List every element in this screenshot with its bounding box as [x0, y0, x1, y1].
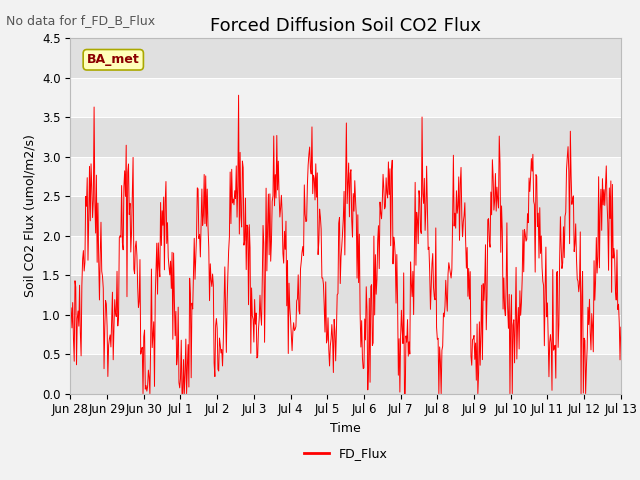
Bar	[70, 315, 621, 354]
Bar	[70, 157, 621, 196]
Text: BA_met: BA_met	[87, 53, 140, 66]
Title: Forced Diffusion Soil CO2 Flux: Forced Diffusion Soil CO2 Flux	[210, 17, 481, 36]
Bar	[70, 196, 621, 236]
Bar	[70, 38, 621, 78]
Bar	[70, 117, 621, 157]
X-axis label: Time: Time	[330, 422, 361, 435]
Bar	[70, 354, 621, 394]
Text: No data for f_FD_B_Flux: No data for f_FD_B_Flux	[6, 14, 156, 27]
Bar	[70, 275, 621, 315]
Y-axis label: Soil CO2 Flux (umol/m2/s): Soil CO2 Flux (umol/m2/s)	[24, 134, 36, 298]
Legend: FD_Flux: FD_Flux	[299, 443, 392, 466]
Bar	[70, 236, 621, 275]
Bar	[70, 78, 621, 117]
